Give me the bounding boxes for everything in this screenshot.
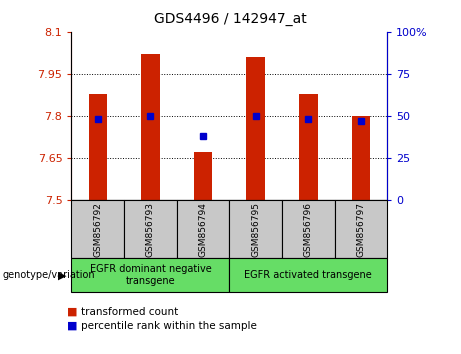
Bar — [299, 93, 318, 200]
Text: ▶: ▶ — [58, 270, 66, 280]
Text: percentile rank within the sample: percentile rank within the sample — [81, 321, 257, 331]
Text: ■: ■ — [67, 307, 77, 316]
Text: GSM856793: GSM856793 — [146, 202, 155, 257]
Bar — [247, 57, 265, 200]
Text: genotype/variation: genotype/variation — [2, 270, 95, 280]
Text: EGFR dominant negative
transgene: EGFR dominant negative transgene — [89, 264, 211, 286]
Text: EGFR activated transgene: EGFR activated transgene — [244, 270, 372, 280]
Text: GSM856792: GSM856792 — [93, 202, 102, 257]
Text: GSM856795: GSM856795 — [251, 202, 260, 257]
Text: GDS4496 / 142947_at: GDS4496 / 142947_at — [154, 12, 307, 27]
Text: GSM856797: GSM856797 — [356, 202, 366, 257]
Text: ■: ■ — [67, 321, 77, 331]
Bar — [194, 152, 212, 200]
Bar — [141, 54, 160, 200]
Bar — [352, 116, 370, 200]
Text: transformed count: transformed count — [81, 307, 178, 316]
Text: GSM856796: GSM856796 — [304, 202, 313, 257]
Text: GSM856794: GSM856794 — [199, 202, 207, 257]
Bar — [89, 93, 107, 200]
